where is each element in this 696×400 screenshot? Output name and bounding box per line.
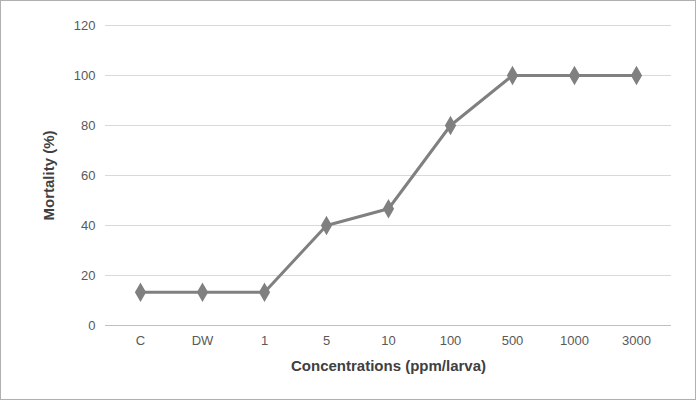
svg-text:60: 60 bbox=[81, 168, 95, 183]
svg-text:20: 20 bbox=[81, 268, 95, 283]
svg-text:3000: 3000 bbox=[622, 333, 651, 348]
svg-text:1000: 1000 bbox=[560, 333, 589, 348]
svg-text:100: 100 bbox=[440, 333, 462, 348]
svg-text:80: 80 bbox=[81, 118, 95, 133]
svg-text:10: 10 bbox=[381, 333, 395, 348]
svg-text:DW: DW bbox=[192, 333, 214, 348]
svg-text:40: 40 bbox=[81, 218, 95, 233]
svg-text:5: 5 bbox=[323, 333, 330, 348]
svg-text:500: 500 bbox=[502, 333, 524, 348]
svg-text:Mortality (%): Mortality (%) bbox=[40, 130, 57, 220]
svg-text:0: 0 bbox=[88, 318, 95, 333]
svg-text:120: 120 bbox=[74, 18, 96, 33]
svg-text:Concentrations (ppm/larva): Concentrations (ppm/larva) bbox=[291, 357, 486, 374]
svg-text:C: C bbox=[136, 333, 145, 348]
svg-text:100: 100 bbox=[74, 68, 96, 83]
svg-text:1: 1 bbox=[261, 333, 268, 348]
